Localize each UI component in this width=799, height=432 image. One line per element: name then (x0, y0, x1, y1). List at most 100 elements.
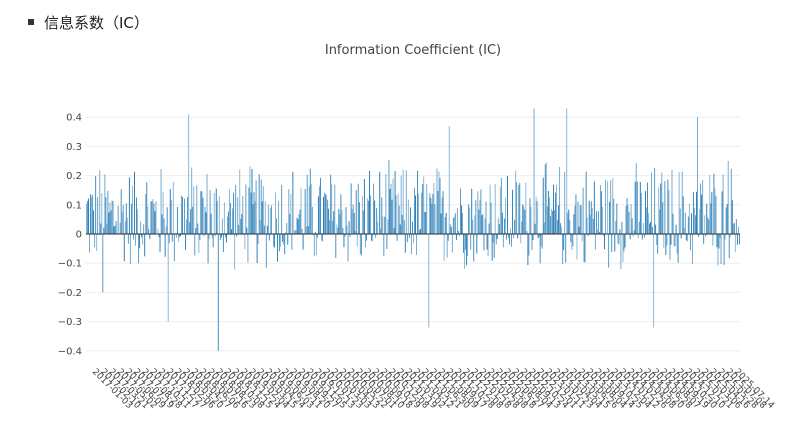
bar (671, 169, 673, 234)
bar (584, 234, 586, 263)
bar (566, 108, 568, 234)
bar (731, 200, 733, 234)
bar (178, 234, 180, 238)
bar (641, 234, 643, 240)
bar (244, 234, 246, 250)
bar (321, 234, 322, 241)
bar (348, 221, 350, 234)
bar (571, 234, 573, 250)
bar (472, 219, 474, 234)
bar (532, 234, 534, 241)
bar (233, 192, 235, 234)
bar (581, 234, 583, 242)
bar (183, 232, 184, 234)
bar (550, 208, 552, 234)
bar (296, 217, 298, 234)
bar (90, 194, 92, 234)
bar (557, 219, 558, 234)
bar (540, 234, 542, 247)
bar (278, 201, 280, 234)
bar (155, 201, 157, 234)
bar (181, 195, 182, 234)
bar (438, 171, 440, 234)
bar (103, 227, 105, 234)
bar (322, 234, 323, 242)
bar (432, 194, 434, 234)
bar (100, 223, 102, 234)
bar (576, 234, 578, 260)
bar (728, 234, 730, 259)
y-tick-label: −0.4 (58, 346, 82, 357)
bar (578, 226, 580, 234)
bar (273, 234, 274, 247)
bar (304, 189, 306, 234)
bar (510, 228, 511, 234)
bar (735, 219, 737, 234)
bar (221, 218, 223, 234)
bar (318, 186, 320, 234)
bar (121, 212, 123, 234)
bar (417, 170, 419, 234)
bar (487, 234, 489, 256)
bar (549, 216, 551, 234)
bar (88, 198, 89, 234)
bar (676, 234, 678, 254)
bar (563, 234, 565, 250)
bar (372, 234, 374, 242)
bar (479, 199, 481, 234)
bar (702, 180, 704, 234)
bar (393, 228, 395, 234)
bar (140, 221, 142, 234)
bar (662, 202, 664, 234)
bar (124, 221, 126, 234)
bars-group (86, 108, 740, 351)
bar (724, 234, 726, 240)
bar (283, 234, 285, 245)
bar (241, 213, 243, 234)
bar (535, 196, 537, 234)
bar (723, 234, 725, 265)
bar (152, 198, 154, 234)
bar (154, 211, 156, 234)
bar (607, 181, 609, 234)
bar (730, 168, 732, 234)
bar (187, 197, 189, 234)
bar (513, 234, 515, 239)
bar (232, 208, 234, 234)
bar (131, 185, 133, 234)
bar (612, 178, 614, 234)
bar (403, 219, 405, 234)
bar (475, 200, 477, 234)
bar (562, 234, 564, 264)
bar (410, 234, 412, 255)
bar (465, 234, 467, 250)
bar (302, 234, 304, 250)
bar (492, 234, 494, 243)
bar (332, 220, 334, 234)
y-tick-label: 0.3 (66, 142, 82, 153)
bar (619, 229, 621, 234)
bar (558, 205, 560, 234)
bar (336, 224, 338, 234)
bar (430, 197, 432, 234)
bar (491, 234, 493, 261)
bar (158, 234, 160, 238)
bar (405, 170, 407, 234)
bar (89, 234, 90, 253)
bar (525, 182, 527, 234)
bar (197, 223, 199, 234)
bar (690, 213, 692, 234)
bar (602, 207, 603, 234)
bar (618, 234, 620, 245)
bar (642, 222, 644, 234)
bar (738, 234, 740, 245)
bar (341, 210, 343, 234)
bar (149, 234, 151, 240)
bar (626, 198, 628, 234)
bar (721, 191, 723, 234)
bar (127, 234, 129, 244)
bar (170, 199, 172, 234)
bar (387, 219, 389, 234)
bar (351, 209, 353, 234)
bar (533, 108, 535, 234)
